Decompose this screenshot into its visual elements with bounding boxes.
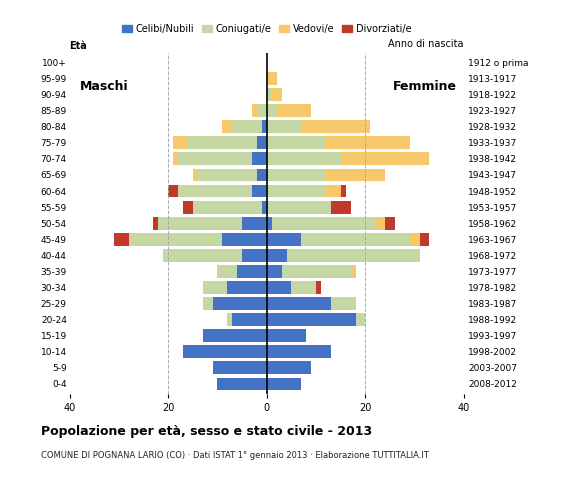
Bar xyxy=(188,136,257,149)
Bar xyxy=(218,265,237,278)
Bar xyxy=(356,313,365,326)
Bar xyxy=(267,297,331,310)
Bar xyxy=(252,104,257,117)
Bar xyxy=(301,120,370,133)
Bar xyxy=(129,233,222,246)
Bar xyxy=(173,153,178,165)
Bar xyxy=(267,185,326,197)
Bar xyxy=(267,378,301,390)
Bar xyxy=(385,217,395,229)
Bar xyxy=(153,217,158,229)
Bar xyxy=(212,297,267,310)
Bar xyxy=(262,201,267,214)
Bar xyxy=(222,120,232,133)
Bar xyxy=(242,217,267,229)
Bar xyxy=(267,233,301,246)
Bar xyxy=(222,233,267,246)
Bar xyxy=(242,249,267,262)
Bar xyxy=(267,313,356,326)
Bar xyxy=(267,217,271,229)
Bar xyxy=(267,72,277,85)
Bar xyxy=(252,185,267,197)
Bar xyxy=(227,313,232,326)
Bar xyxy=(331,297,356,310)
Bar xyxy=(291,281,316,294)
Bar xyxy=(267,361,311,374)
Bar xyxy=(262,120,267,133)
Bar xyxy=(287,249,420,262)
Bar xyxy=(237,265,267,278)
Bar xyxy=(212,361,267,374)
Bar xyxy=(301,233,409,246)
Text: Maschi: Maschi xyxy=(80,80,128,93)
Bar xyxy=(267,168,326,181)
Bar xyxy=(203,297,212,310)
Bar xyxy=(267,329,306,342)
Bar xyxy=(350,265,356,278)
Bar xyxy=(326,136,409,149)
Bar xyxy=(340,153,429,165)
Bar xyxy=(331,201,350,214)
Bar xyxy=(267,201,331,214)
Bar xyxy=(267,281,291,294)
Bar xyxy=(193,201,262,214)
Bar xyxy=(202,329,267,342)
Bar xyxy=(158,217,242,229)
Bar xyxy=(267,346,331,358)
Text: Popolazione per età, sesso e stato civile - 2013: Popolazione per età, sesso e stato civil… xyxy=(41,425,372,438)
Bar xyxy=(173,136,188,149)
Bar xyxy=(267,104,277,117)
Bar xyxy=(326,168,385,181)
Bar xyxy=(375,217,385,229)
Bar xyxy=(178,185,252,197)
Text: Età: Età xyxy=(70,41,88,51)
Bar xyxy=(257,104,267,117)
Text: Femmine: Femmine xyxy=(393,80,456,93)
Bar xyxy=(193,168,198,181)
Bar xyxy=(114,233,129,246)
Bar xyxy=(232,313,267,326)
Bar xyxy=(267,153,340,165)
Bar xyxy=(227,281,267,294)
Text: Anno di nascita: Anno di nascita xyxy=(389,39,464,49)
Legend: Celibi/Nubili, Coniugati/e, Vedovi/e, Divorziati/e: Celibi/Nubili, Coniugati/e, Vedovi/e, Di… xyxy=(118,20,415,38)
Bar xyxy=(257,168,267,181)
Bar xyxy=(326,185,340,197)
Bar xyxy=(267,136,326,149)
Bar xyxy=(198,168,257,181)
Bar xyxy=(419,233,429,246)
Bar xyxy=(267,88,271,101)
Bar xyxy=(183,346,267,358)
Bar xyxy=(316,281,321,294)
Bar xyxy=(267,120,301,133)
Bar xyxy=(267,265,281,278)
Bar xyxy=(178,153,252,165)
Bar xyxy=(271,217,375,229)
Bar xyxy=(267,249,287,262)
Bar xyxy=(202,281,227,294)
Bar xyxy=(252,153,267,165)
Bar xyxy=(409,233,420,246)
Bar xyxy=(257,136,267,149)
Bar xyxy=(281,265,350,278)
Bar xyxy=(277,104,311,117)
Bar xyxy=(218,378,267,390)
Bar xyxy=(340,185,346,197)
Text: COMUNE DI POGNANA LARIO (CO) · Dati ISTAT 1° gennaio 2013 · Elaborazione TUTTITA: COMUNE DI POGNANA LARIO (CO) · Dati ISTA… xyxy=(41,451,429,460)
Bar xyxy=(168,185,178,197)
Bar xyxy=(232,120,262,133)
Bar xyxy=(163,249,242,262)
Bar xyxy=(183,201,193,214)
Bar xyxy=(271,88,281,101)
